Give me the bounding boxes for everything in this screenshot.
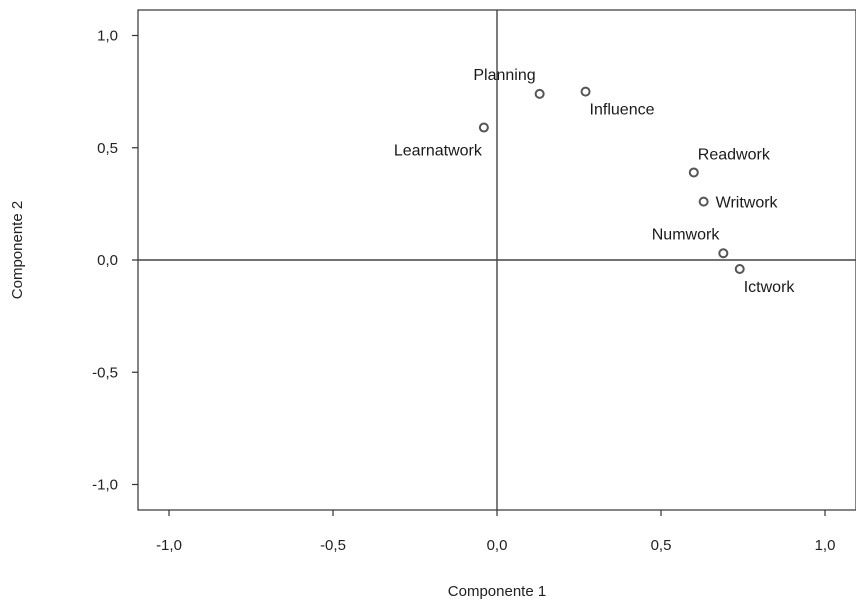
- y-tick-label: -0,5: [92, 364, 118, 381]
- data-point-label: Influence: [590, 102, 655, 119]
- x-tick-label: 1,0: [815, 537, 836, 554]
- data-point-label: Learnatwork: [394, 143, 483, 160]
- data-point-label: Numwork: [652, 226, 721, 243]
- x-tick-label: 0,0: [487, 537, 508, 554]
- data-point: [580, 86, 591, 97]
- y-axis-title: Componente 2: [9, 201, 26, 299]
- data-point-label: Planning: [473, 67, 535, 84]
- data-points: Planning Influence Learnatwork Readwork Writ…: [394, 67, 796, 296]
- data-point-label: Writwork: [716, 195, 779, 212]
- x-axis-title: Componente 1: [448, 583, 546, 600]
- y-tick-label: 1,0: [97, 28, 118, 45]
- x-axis-ticks: -1,0 -0,5 0,0 0,5 1,0: [156, 510, 835, 554]
- data-point-label: Ictwork: [744, 279, 796, 296]
- data-point: [688, 167, 699, 178]
- x-tick-label: -0,5: [320, 537, 346, 554]
- x-tick-label: 0,5: [651, 537, 672, 554]
- y-tick-label: 0,0: [97, 252, 118, 269]
- data-point: [698, 196, 709, 207]
- x-tick-label: -1,0: [156, 537, 182, 554]
- data-point: [734, 263, 745, 274]
- data-point-label: Readwork: [698, 146, 771, 163]
- y-axis-ticks: -1,0 -0,5 0,0 0,5 1,0: [92, 28, 138, 494]
- data-point: [534, 88, 545, 99]
- y-tick-label: 0,5: [97, 140, 118, 157]
- data-point: [718, 248, 729, 259]
- data-point: [478, 122, 489, 133]
- y-tick-label: -1,0: [92, 477, 118, 494]
